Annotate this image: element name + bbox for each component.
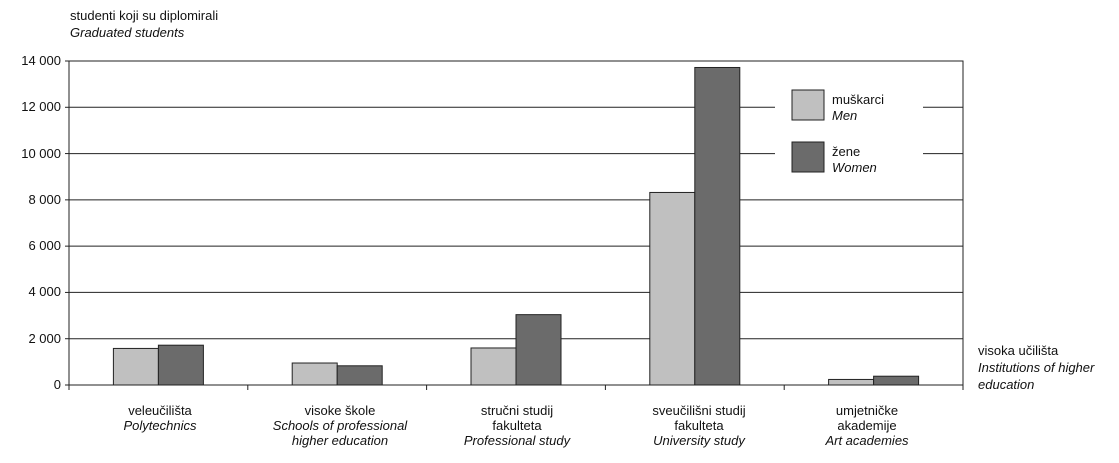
x-axis-label: visoka učilišta Institutions of higher e… xyxy=(978,342,1118,393)
x-axis-label-en: Institutions of higher xyxy=(978,360,1095,375)
y-tick-label: 0 xyxy=(53,377,61,392)
category-label-schools: visoke škole Schools of professional hig… xyxy=(245,403,435,448)
legend-label-hr: žene xyxy=(832,144,861,159)
y-tick-label: 14 000 xyxy=(21,53,61,68)
legend-entry-women: žene Women xyxy=(832,144,877,176)
y-axis-label: studenti koji su diplomirali xyxy=(70,8,219,23)
y-tick-label: 4 000 xyxy=(28,284,61,300)
bar-men xyxy=(291,362,338,386)
bar-men xyxy=(828,378,875,386)
bar-men xyxy=(470,347,517,386)
category-label-hr: visoke škole xyxy=(304,403,376,418)
legend-label-en: Men xyxy=(832,108,858,123)
category-label-professional: stručni studij fakulteta Professional st… xyxy=(422,403,612,448)
category-label-hr: sveučilišni studij xyxy=(652,403,746,418)
category-label-hr: umjetničke xyxy=(835,403,899,418)
category-label-en: higher education xyxy=(291,433,389,448)
y-tick-label: 6 000 xyxy=(28,238,61,254)
x-axis-label-en: education xyxy=(978,377,1035,392)
bar-women xyxy=(873,375,920,386)
legend-swatch-men xyxy=(791,89,825,121)
category-label-polytechnics: veleučilišta Polytechnics xyxy=(65,403,255,433)
y-axis-label-en: Graduated students xyxy=(70,25,185,40)
bar-women xyxy=(157,344,204,386)
category-label-art: umjetničke akademije Art academies xyxy=(772,403,962,448)
y-tick-label: 2 000 xyxy=(28,330,61,346)
y-tick-label: 8 000 xyxy=(28,191,61,207)
category-label-en: Professional study xyxy=(463,433,571,448)
category-label-en: Schools of professional xyxy=(272,418,408,433)
category-label-hr: stručni studij xyxy=(480,403,554,418)
category-label-en: Polytechnics xyxy=(123,418,197,433)
legend-label-en: Women xyxy=(832,160,877,175)
category-label-hr: fakulteta xyxy=(674,418,724,433)
category-label-en: Art academies xyxy=(825,433,909,448)
category-label-en: University study xyxy=(653,433,745,448)
y-tick-label: 10 000 xyxy=(21,145,61,161)
y-tick-label: 12 000 xyxy=(21,99,61,115)
category-label-hr: akademije xyxy=(837,418,897,433)
bar-women xyxy=(515,314,562,386)
category-label-hr: fakulteta xyxy=(492,418,542,433)
x-axis-label-hr: visoka učilišta xyxy=(978,343,1059,358)
legend-swatch-women xyxy=(791,141,825,173)
bar-women xyxy=(336,365,383,386)
category-label-hr: veleučilišta xyxy=(128,403,192,418)
bar-men xyxy=(649,191,696,386)
bar-men xyxy=(112,347,159,386)
bar-women xyxy=(694,66,741,386)
legend-entry-men: muškarci Men xyxy=(832,92,884,124)
legend-label-hr: muškarci xyxy=(832,92,885,107)
category-label-university: sveučilišni studij fakulteta University … xyxy=(604,403,794,448)
